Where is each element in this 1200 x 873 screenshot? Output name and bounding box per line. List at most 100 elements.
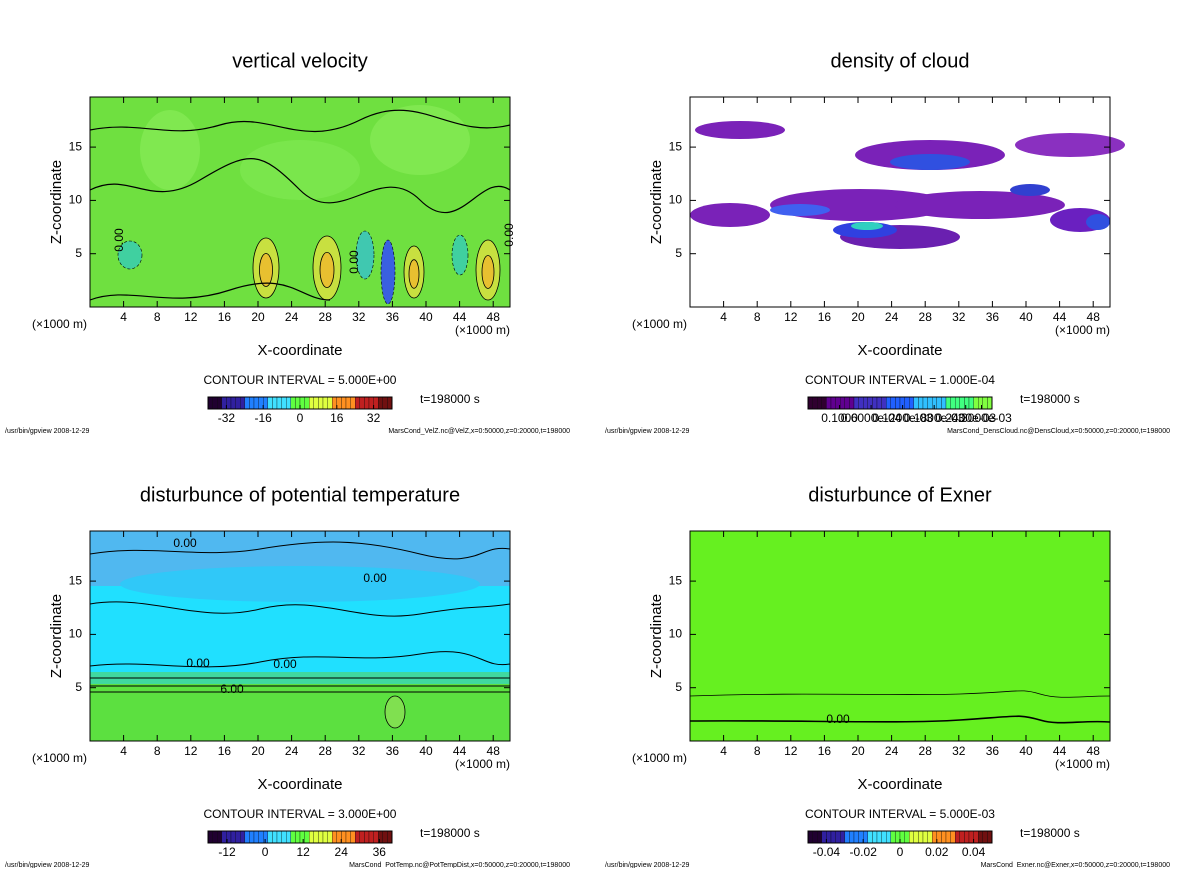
colorbar-cell [299, 830, 305, 844]
colorbar-cell [290, 396, 296, 410]
colorbar-cell [909, 830, 914, 844]
colorbar-cell [927, 830, 933, 844]
colorbar-cell [313, 396, 319, 410]
x-tick-label: 28 [919, 744, 933, 758]
colorbar-cell [890, 830, 896, 844]
contour-line [89, 541, 511, 560]
x-tick-label: 24 [885, 744, 899, 758]
colorbar-tick-label: -16 [255, 411, 273, 425]
x-tick-label: 16 [218, 310, 232, 324]
x-unit: (×1000 m) [455, 323, 510, 337]
contour-label: 0.00 [502, 223, 516, 247]
colorbar-cell [858, 830, 864, 844]
colorbar-cell [872, 396, 878, 410]
colorbar-cell [249, 830, 255, 844]
colorbar-tick-label: -0.04 [813, 845, 841, 859]
plot-frame [89, 530, 511, 742]
colorbar-cell [872, 830, 878, 844]
x-tick-label: 44 [1053, 310, 1067, 324]
colorbar-tick-label: -32 [218, 411, 236, 425]
x-tick-label: 32 [952, 744, 966, 758]
colorbar-cell [272, 396, 278, 410]
colorbar-cell [313, 830, 319, 844]
chart-title: disturbunce of potential temperature [140, 484, 460, 506]
colorbar-cell [844, 830, 850, 844]
x-unit: (×1000 m) [1055, 757, 1110, 771]
x-tick-label: 44 [1053, 744, 1067, 758]
contour-line [89, 109, 511, 133]
contour-line [89, 158, 511, 214]
colorbar-cell [973, 830, 979, 844]
x-tick-label: 32 [352, 310, 366, 324]
x-tick-label: 36 [986, 744, 1000, 758]
colorbar-cell [840, 830, 845, 844]
x-tick-label: 12 [184, 310, 198, 324]
colorbar-cell [853, 396, 859, 410]
y-tick-label: 10 [69, 193, 83, 207]
time-label: t=198000 s [420, 826, 480, 840]
colorbar-cell [212, 830, 218, 844]
colorbar-tick-label: 0 [297, 411, 304, 425]
colorbar-tick-label: 0.04 [962, 845, 986, 859]
colorbar-cell [341, 396, 347, 410]
colorbar-cell [272, 830, 278, 844]
colorbar-cell [918, 830, 924, 844]
field-patch [481, 255, 495, 289]
colorbar-cell [821, 396, 827, 410]
field-patch [1086, 214, 1110, 230]
colorbar-cell [849, 396, 855, 410]
field-patch [690, 203, 770, 227]
colorbar-tick-label: 24 [335, 845, 349, 859]
x-axis-label: X-coordinate [857, 776, 942, 793]
colorbar-cell [240, 396, 245, 410]
colorbar-cell [295, 396, 301, 410]
colorbar-cell [207, 830, 213, 844]
colorbar-cell [359, 396, 365, 410]
colorbar-cell [918, 396, 924, 410]
y-tick-label: 5 [675, 246, 682, 260]
colorbar-cell [309, 830, 314, 844]
colorbar-cell [332, 396, 337, 410]
colorbar-cell [913, 396, 919, 410]
colorbar-cell [973, 396, 979, 410]
colorbar-cell [304, 396, 310, 410]
colorbar-cell [276, 396, 282, 410]
colorbar-cell [941, 830, 947, 844]
x-tick-label: 8 [754, 310, 761, 324]
x-tick-label: 36 [986, 310, 1000, 324]
colorbar-cell [286, 830, 291, 844]
source: MarsCond_PotTemp.nc@PotTempDist,x=0:5000… [349, 862, 570, 868]
colorbar-cell [817, 396, 822, 410]
contour-interval: CONTOUR INTERVAL = 3.000E+00 [204, 807, 397, 821]
plot-area [89, 97, 511, 307]
colorbar-cell [817, 830, 822, 844]
x-tick-label: 16 [818, 744, 832, 758]
x-unit: (×1000 m) [1055, 323, 1110, 337]
x-tick-label: 36 [386, 310, 400, 324]
field-patch [380, 239, 396, 305]
colorbar-cell [309, 396, 314, 410]
colorbar-cell [230, 830, 236, 844]
footer: /usr/bin/gpview 2008-12-29 [5, 428, 90, 435]
colorbar-cell [913, 830, 919, 844]
colorbar-cell [858, 396, 864, 410]
y-tick-label: 5 [75, 680, 82, 694]
colorbar-cell [207, 396, 213, 410]
colorbar-cell [968, 396, 974, 410]
colorbar-cell [322, 396, 328, 410]
colorbar-cell [281, 396, 287, 410]
colorbar-cell [840, 396, 845, 410]
colorbar-cell [955, 396, 960, 410]
x-tick-label: 48 [487, 310, 501, 324]
colorbar-cell [927, 396, 933, 410]
colorbar-cell [807, 830, 813, 844]
colorbar-cell [244, 830, 250, 844]
colorbar-cell [235, 830, 241, 844]
colorbar-tick-label: 36 [373, 845, 387, 859]
colorbar-tick-label: 16 [330, 411, 344, 425]
colorbar-cell [987, 830, 993, 844]
colorbar-cell [345, 396, 351, 410]
colorbar-cell [936, 830, 942, 844]
